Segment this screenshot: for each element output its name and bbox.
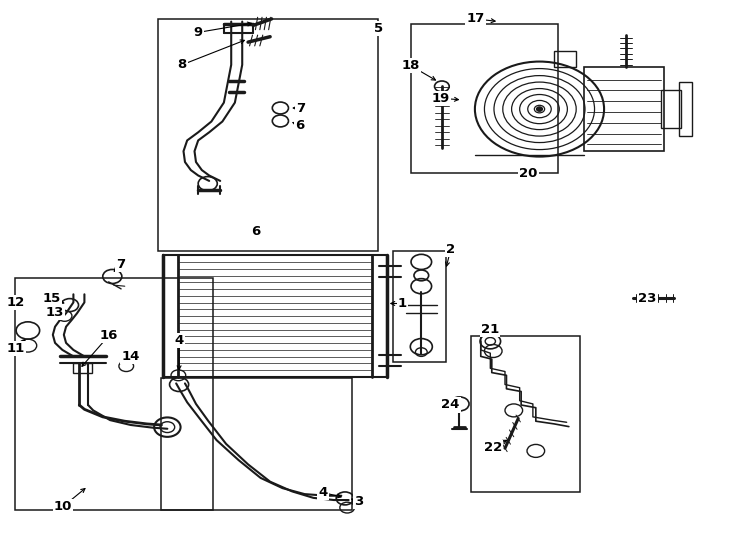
Text: 20: 20 — [519, 167, 538, 180]
Text: 7: 7 — [297, 102, 305, 114]
Text: 6: 6 — [295, 119, 304, 132]
Text: 4: 4 — [319, 486, 327, 499]
Bar — [393, 251, 446, 362]
Text: 5: 5 — [374, 22, 383, 35]
Text: 13: 13 — [46, 306, 65, 319]
Text: 23: 23 — [638, 292, 657, 305]
Bar — [15, 278, 213, 510]
Text: 4: 4 — [175, 334, 184, 347]
Bar — [661, 90, 681, 128]
Bar — [411, 24, 558, 173]
Text: 16: 16 — [99, 329, 118, 342]
Bar — [158, 19, 378, 251]
Bar — [554, 51, 576, 67]
Bar — [679, 82, 692, 136]
Text: 19: 19 — [432, 92, 449, 105]
Text: 6: 6 — [251, 225, 260, 238]
Text: 17: 17 — [467, 12, 484, 25]
Text: 3: 3 — [354, 495, 363, 508]
Text: 14: 14 — [121, 350, 140, 363]
Text: 22: 22 — [484, 441, 502, 454]
Bar — [163, 255, 387, 377]
Text: 7: 7 — [116, 258, 125, 271]
Bar — [161, 378, 352, 510]
Bar — [73, 363, 92, 373]
Text: 10: 10 — [54, 500, 73, 513]
Circle shape — [537, 107, 542, 111]
Text: 24: 24 — [441, 399, 460, 411]
Text: 18: 18 — [401, 59, 421, 72]
Text: 2: 2 — [446, 243, 455, 256]
Text: 11: 11 — [7, 342, 25, 355]
Text: 8: 8 — [178, 58, 186, 71]
Bar — [584, 68, 664, 151]
Text: 21: 21 — [482, 323, 499, 336]
Text: 15: 15 — [43, 292, 60, 305]
Text: 1: 1 — [398, 297, 407, 310]
Text: 12: 12 — [7, 296, 25, 309]
Text: 9: 9 — [194, 26, 203, 39]
Bar — [471, 336, 580, 492]
